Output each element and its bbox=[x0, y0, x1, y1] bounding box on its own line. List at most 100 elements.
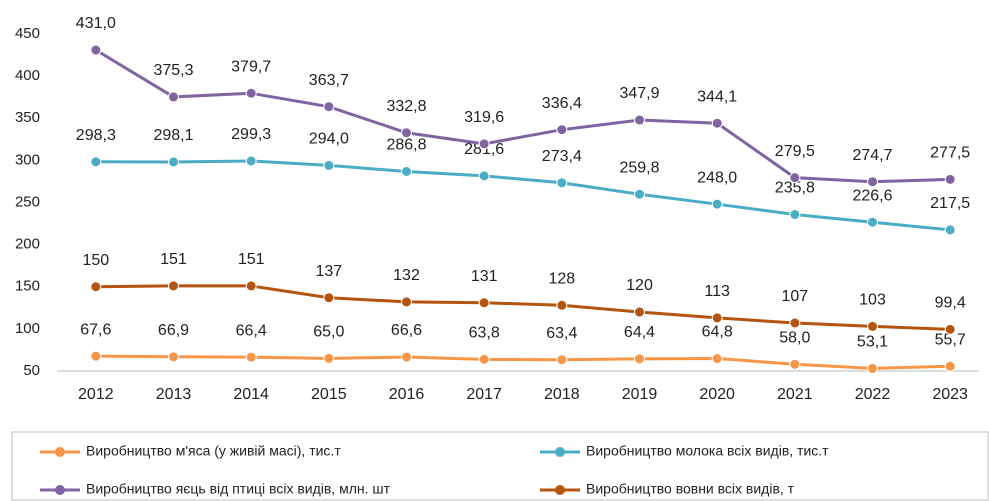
point bbox=[90, 44, 102, 56]
data-label: 379,7 bbox=[231, 58, 271, 75]
data-label: 63,8 bbox=[469, 325, 500, 342]
data-label: 150 bbox=[82, 252, 109, 269]
point bbox=[401, 127, 412, 139]
point bbox=[556, 299, 568, 311]
data-label: 120 bbox=[626, 277, 653, 294]
point bbox=[944, 224, 956, 236]
x-tick-label: 2021 bbox=[777, 386, 813, 403]
data-label: 137 bbox=[315, 263, 342, 280]
x-tick-label: 2020 bbox=[699, 386, 735, 403]
data-label: 151 bbox=[160, 251, 187, 268]
y-tick-label: 400 bbox=[15, 67, 40, 84]
data-label: 226,6 bbox=[852, 187, 892, 204]
data-label: 55,7 bbox=[935, 331, 966, 348]
point bbox=[556, 177, 568, 189]
data-label: 235,8 bbox=[775, 180, 815, 197]
y-tick-label: 150 bbox=[15, 278, 40, 295]
legend-label: Виробництво м'яса (у живій масі), тис.т bbox=[86, 443, 341, 459]
x-tick-label: 2013 bbox=[156, 386, 192, 403]
point bbox=[478, 170, 490, 182]
point bbox=[867, 320, 878, 332]
data-label: 294,0 bbox=[309, 131, 349, 148]
y-tick-label: 450 bbox=[15, 25, 40, 42]
point bbox=[168, 91, 179, 103]
point bbox=[944, 360, 956, 372]
data-label: 286,8 bbox=[386, 137, 426, 154]
legend-box bbox=[11, 431, 989, 501]
data-label: 66,4 bbox=[236, 322, 267, 339]
data-label: 53,1 bbox=[857, 334, 888, 351]
point bbox=[168, 351, 179, 363]
data-label: 151 bbox=[238, 251, 265, 268]
point bbox=[711, 198, 723, 210]
data-label: 332,8 bbox=[386, 98, 426, 115]
series-line bbox=[95, 284, 951, 331]
data-label: 131 bbox=[471, 268, 498, 285]
data-label: 259,8 bbox=[619, 159, 659, 176]
y-tick-label: 200 bbox=[15, 236, 40, 253]
data-label: 65,0 bbox=[313, 324, 344, 341]
x-tick-label: 2019 bbox=[622, 386, 658, 403]
data-label: 298,1 bbox=[153, 127, 193, 144]
x-tick-label: 2016 bbox=[389, 386, 425, 403]
data-label: 319,6 bbox=[464, 109, 504, 126]
point bbox=[556, 354, 568, 366]
x-tick-label: 2023 bbox=[932, 386, 968, 403]
point bbox=[168, 280, 179, 292]
x-tick-label: 2018 bbox=[544, 386, 580, 403]
point bbox=[323, 101, 335, 113]
data-label: 277,5 bbox=[930, 145, 970, 162]
data-label: 103 bbox=[859, 292, 886, 309]
data-label: 279,5 bbox=[775, 143, 815, 160]
point bbox=[789, 208, 801, 220]
data-label: 132 bbox=[393, 267, 420, 284]
legend-marker bbox=[55, 485, 65, 495]
point bbox=[867, 176, 878, 188]
x-tick-label: 2022 bbox=[855, 386, 891, 403]
data-label: 67,6 bbox=[80, 321, 111, 338]
point bbox=[634, 188, 645, 200]
point bbox=[789, 358, 801, 370]
data-label: 363,7 bbox=[309, 72, 349, 89]
point bbox=[478, 138, 490, 150]
y-tick-label: 300 bbox=[15, 151, 40, 168]
point bbox=[789, 317, 801, 329]
x-tick-label: 2014 bbox=[233, 386, 269, 403]
point bbox=[245, 351, 257, 363]
point bbox=[556, 124, 568, 136]
legend-label: Виробництво вовни всіх видів, т bbox=[586, 481, 795, 497]
data-label: 347,9 bbox=[619, 85, 659, 102]
point bbox=[90, 350, 102, 362]
point bbox=[401, 296, 412, 308]
data-label: 217,5 bbox=[930, 195, 970, 212]
data-label: 299,3 bbox=[231, 126, 271, 143]
point bbox=[245, 280, 257, 292]
point bbox=[944, 323, 956, 335]
point bbox=[944, 173, 956, 185]
legend-label: Виробництво яєць від птиці всіх видів, м… bbox=[86, 481, 391, 497]
y-tick-label: 50 bbox=[23, 362, 40, 379]
point bbox=[789, 172, 801, 184]
point bbox=[478, 353, 490, 365]
point bbox=[711, 353, 723, 365]
data-label: 431,0 bbox=[76, 15, 116, 32]
data-label: 344,1 bbox=[697, 88, 737, 105]
data-label: 274,7 bbox=[852, 147, 892, 164]
point bbox=[323, 159, 335, 171]
y-tick-label: 100 bbox=[15, 320, 40, 337]
point bbox=[711, 117, 723, 129]
point bbox=[867, 362, 878, 374]
point bbox=[168, 156, 179, 168]
legend-marker bbox=[555, 485, 565, 495]
point bbox=[245, 87, 257, 99]
point bbox=[634, 353, 645, 365]
data-label: 336,4 bbox=[542, 95, 582, 112]
point bbox=[478, 297, 490, 309]
data-label: 375,3 bbox=[153, 62, 193, 79]
point bbox=[401, 165, 412, 177]
data-label: 273,4 bbox=[542, 148, 582, 165]
data-label: 113 bbox=[704, 283, 730, 300]
x-tick-label: 2015 bbox=[311, 386, 347, 403]
y-tick-label: 250 bbox=[15, 193, 40, 210]
